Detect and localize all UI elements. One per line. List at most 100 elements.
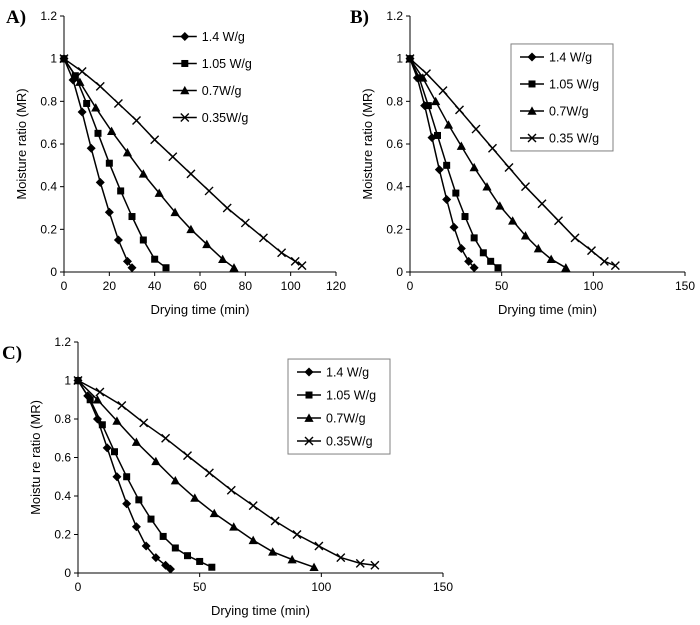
legend-label: 1.4 W/g [549,50,592,64]
legend-marker-square-icon [305,391,313,399]
legend-label: 1.05 W/g [549,77,599,91]
x-tick-label: 0 [75,580,82,594]
legend-entry: 1.05 W/g [172,57,252,71]
marker-triangle-icon [309,562,319,572]
marker-square-icon [117,187,125,195]
legend-entry: 0.35 W/g [520,131,599,145]
y-tick-label: 0.8 [40,94,57,108]
marker-triangle-icon [209,508,219,518]
y-tick-label: 1 [64,374,71,388]
x-axis-title: Drying time (min) [211,603,310,618]
marker-triangle-icon [229,263,239,272]
marker-triangle-icon [482,182,492,191]
marker-x-icon [204,186,214,196]
marker-x-icon [488,143,497,153]
marker-diamond-icon [104,207,114,217]
marker-triangle-icon [170,476,180,485]
marker-square-icon [128,213,136,221]
legend-marker-triangle-icon [304,413,314,422]
legend-label: 1.4 W/g [326,366,369,380]
marker-x-icon [73,376,83,385]
legend-marker-square-icon [181,59,189,67]
marker-triangle-icon [218,254,228,263]
legend-label: 1.4 W/g [202,30,245,44]
marker-triangle-icon [170,207,180,217]
marker-square-icon [479,249,487,257]
marker-x-icon [204,468,214,478]
series-markers [73,376,380,570]
series-markers [406,55,502,272]
marker-square-icon [159,532,167,540]
marker-square-icon [470,234,478,242]
legend-entry: 1.05 W/g [520,77,599,91]
y-tick-label: 0.6 [40,137,57,151]
marker-triangle-icon [92,395,103,404]
marker-diamond-icon [122,256,132,266]
legend-marker-x-icon [304,436,314,446]
marker-x-icon [270,516,280,526]
marker-triangle-icon [151,456,161,466]
series-markers [405,54,571,272]
marker-x-icon [222,203,232,213]
marker-triangle-icon [495,201,505,210]
x-axis-title: Drying time (min) [498,302,597,317]
marker-diamond-icon [113,235,123,245]
marker-square-icon [123,473,131,481]
x-tick-label: 120 [326,279,346,293]
chart-b: 0 50 100 150 0 0.2 0.4 0.6 0.8 1 1.2 Drying time (m… [360,9,695,317]
marker-x-icon [336,553,346,563]
y-tick-label: 0.8 [386,94,403,108]
marker-triangle-icon [107,126,117,135]
legend-label: 0.7W/g [326,412,366,426]
series-line [63,58,133,269]
marker-x-icon [599,256,609,266]
marker-square-icon [424,102,432,110]
marker-x-icon [355,558,365,568]
marker-square-icon [487,257,495,265]
marker-x-icon [554,216,563,226]
marker-triangle-icon [122,147,133,157]
marker-x-icon [186,169,196,179]
legend-label: 0.35 W/g [549,131,599,145]
x-tick-label: 100 [583,279,603,293]
y-tick-label: 1 [50,52,57,66]
series-markers [59,54,137,273]
marker-x-icon [113,98,123,108]
x-tick-label: 50 [495,279,509,293]
series-markers [405,54,620,271]
y-tick-label: 0 [50,265,57,279]
marker-x-icon [226,485,236,495]
marker-diamond-icon [434,165,444,175]
marker-triangle-icon [533,243,543,253]
marker-x-icon [405,54,415,64]
legend-label: 0.35W/g [202,111,249,125]
series-line [77,379,315,568]
legend-label: 1.05 W/g [326,389,376,403]
y-tick-label: 0.6 [386,137,403,151]
x-tick-label: 150 [433,580,453,594]
marker-x-icon [117,401,127,411]
marker-triangle-icon [112,416,122,425]
marker-triangle-icon [75,77,85,86]
y-tick-label: 0.2 [386,222,403,236]
legend-marker-triangle-icon [180,85,190,95]
marker-triangle-icon [287,554,297,564]
panel-label-a: A) [6,7,27,28]
marker-diamond-icon [112,472,122,482]
legend-label: 0.7W/g [202,84,242,98]
marker-triangle-icon [546,254,556,263]
marker-diamond-icon [165,564,175,574]
marker-square-icon [105,159,113,167]
y-tick-label: 0.2 [40,222,57,236]
marker-diamond-icon [469,263,479,273]
marker-x-icon [258,233,268,243]
marker-x-icon [422,69,431,79]
legend-box [287,358,391,455]
y-axis-title: Moisture ratio (MR) [360,88,375,199]
marker-x-icon [240,218,250,228]
marker-x-icon [504,162,514,172]
series-markers [74,377,216,571]
legend-box [510,43,614,152]
marker-x-icon [183,451,192,461]
legend-entry: 1.4 W/g [520,50,592,64]
